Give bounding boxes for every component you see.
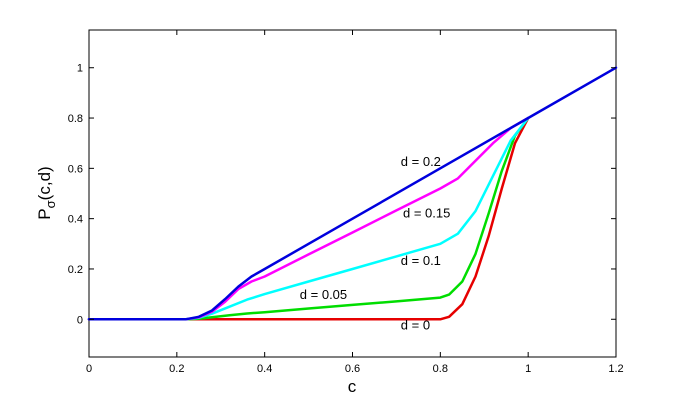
series-annotation-4: d = 0 [401,317,430,332]
series-annotation-1: d = 0.15 [403,205,450,220]
y-axis-title-args: (c,d) [35,166,54,200]
series-layer [87,66,618,321]
y-tick-label: 0.8 [68,113,83,125]
x-tick-label: 0.4 [257,363,272,375]
x-tick-label: 0.6 [345,363,360,375]
y-axis-title: Pσ(c,d) [35,166,58,219]
annotation-layer: d = 0.2 d = 0.15 d = 0.1 d = 0.05 d = 0 [300,154,451,333]
y-tick-label: 0.2 [68,264,83,276]
series-annotation-3: d = 0.05 [300,287,347,302]
y-tick-label: 0.6 [68,163,83,175]
plot-frame [88,29,617,358]
y-axis-title-subscript: σ [43,200,58,208]
x-tick-label: 1 [525,363,531,375]
x-axis-title: c [348,377,357,396]
y-tick-label: 1 [77,63,83,75]
x-tick-label: 0.8 [433,363,448,375]
series-annotation-0: d = 0.2 [401,154,441,169]
x-tick-label: 0.2 [169,363,184,375]
series-line-0 [87,116,530,321]
x-tick-label: 0 [86,363,92,375]
series-line-4 [87,66,618,321]
y-tick-label: 0.4 [68,214,83,226]
series-annotation-2: d = 0.1 [401,253,441,268]
x-tick-label: 1.2 [608,363,623,375]
tick-layer: 0 0.2 0.4 0.6 0.8 1 1.2 0 0.2 0.4 0.6 0.8 1 [68,30,624,375]
series-line-1 [87,116,530,321]
y-tick-label: 0 [77,314,83,326]
y-axis-title-main: P [35,208,54,219]
